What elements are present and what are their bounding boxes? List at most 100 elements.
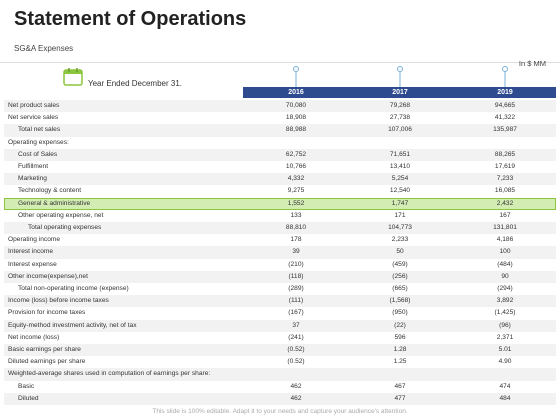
row-value: 477 xyxy=(394,394,406,402)
row-label: Diluted xyxy=(18,394,39,402)
row-value: 171 xyxy=(394,211,406,219)
table-row xyxy=(4,270,556,283)
row-value: 596 xyxy=(394,333,406,341)
table-row xyxy=(4,173,556,186)
row-value: 94,665 xyxy=(494,102,516,109)
table-row xyxy=(4,185,556,198)
table-row xyxy=(4,380,556,393)
row-value: 1.25 xyxy=(393,358,407,366)
table-row xyxy=(4,368,556,381)
row-value: 135,987 xyxy=(493,126,517,134)
table-row xyxy=(4,307,556,320)
row-value: 1,552 xyxy=(287,199,305,207)
row-value: 39 xyxy=(292,248,300,256)
table-row xyxy=(4,197,556,210)
row-value: 100 xyxy=(499,248,511,256)
calendar-icon xyxy=(63,68,83,86)
row-value: (1,425) xyxy=(494,309,516,317)
table-row xyxy=(4,295,556,308)
row-value: 5.01 xyxy=(498,346,512,353)
row-label: Diluted earnings per share xyxy=(8,358,86,366)
row-value: (1,568) xyxy=(389,297,411,305)
row-label: Weighted-average shares used in computat… xyxy=(8,370,211,378)
row-value: (22) xyxy=(394,321,406,329)
row-value: 41,322 xyxy=(494,114,516,122)
row-label: Technology & content xyxy=(18,187,82,195)
table-row xyxy=(4,356,556,369)
divider xyxy=(0,62,560,63)
row-value: 5,254 xyxy=(391,175,409,183)
table-row xyxy=(4,344,556,357)
row-value: 79,268 xyxy=(389,102,411,109)
table-row xyxy=(4,209,556,222)
row-value: 2,233 xyxy=(391,236,409,244)
row-label: Total non-operating income (expense) xyxy=(18,285,129,292)
table-row xyxy=(4,283,556,296)
row-label: Income (loss) before income taxes xyxy=(8,297,109,305)
row-value: 71,651 xyxy=(389,150,411,158)
table-row xyxy=(4,100,556,113)
row-label: Operating income xyxy=(8,236,61,244)
row-value: (111) xyxy=(288,297,304,305)
row-value: 88,265 xyxy=(494,150,516,158)
column-pins xyxy=(293,66,508,87)
row-value: 4.90 xyxy=(498,358,512,366)
column-header: 2017 xyxy=(392,89,408,96)
row-label: Operating expenses: xyxy=(8,138,69,146)
row-value: 70,080 xyxy=(285,102,307,109)
row-value: 2,432 xyxy=(496,199,514,207)
table-row xyxy=(4,161,556,174)
row-value: (950) xyxy=(392,309,408,317)
row-value: 462 xyxy=(290,382,302,390)
row-label: Basic xyxy=(18,382,35,390)
row-value: 88,988 xyxy=(285,126,307,134)
row-label: General & administrative xyxy=(18,199,91,207)
row-label: Net service sales xyxy=(8,114,59,122)
row-value: (118) xyxy=(288,272,304,280)
row-value: 131,801 xyxy=(493,224,517,231)
row-value: 12,540 xyxy=(389,187,411,195)
row-value: 107,006 xyxy=(388,126,412,134)
row-value: 484 xyxy=(499,394,511,402)
table-row xyxy=(4,124,556,137)
row-value: 3,892 xyxy=(496,297,514,305)
row-value: (167) xyxy=(288,309,304,317)
row-value: 16,085 xyxy=(494,187,516,195)
row-value: 462 xyxy=(290,394,302,402)
row-value: 18,908 xyxy=(285,114,307,122)
row-value: (294) xyxy=(497,285,513,292)
row-value: (210) xyxy=(288,260,304,268)
column-header: 2019 xyxy=(497,89,513,96)
row-value: 88,810 xyxy=(285,224,307,231)
table-row xyxy=(4,246,556,259)
row-label: Basic earnings per share xyxy=(8,346,81,353)
row-value: 17,619 xyxy=(494,163,516,170)
row-value: (484) xyxy=(497,260,513,268)
row-label: Cost of Sales xyxy=(18,150,58,158)
row-value: 7,233 xyxy=(496,175,514,183)
row-value: 133 xyxy=(290,211,302,219)
row-value: 467 xyxy=(394,382,406,390)
unit-label: In $ MM xyxy=(518,59,546,68)
row-value: 37 xyxy=(292,321,300,329)
row-value: 474 xyxy=(499,382,511,390)
table-row xyxy=(4,136,556,149)
row-value: 1.28 xyxy=(393,346,407,353)
row-value: 13,410 xyxy=(389,163,411,170)
row-value: (96) xyxy=(499,321,511,329)
table-row xyxy=(4,148,556,161)
table-row xyxy=(4,319,556,332)
row-label: Total net sales xyxy=(18,126,61,134)
row-value: 4,186 xyxy=(496,236,514,244)
row-value: 178 xyxy=(290,236,302,244)
row-value: 62,752 xyxy=(285,150,307,158)
row-value: 90 xyxy=(501,272,509,280)
row-value: 50 xyxy=(396,248,404,256)
footer-note: This slide is 100% editable. Adapt it to… xyxy=(152,408,408,415)
row-label: Interest income xyxy=(8,248,54,256)
row-value: 4,332 xyxy=(287,175,305,183)
row-value: (0.52) xyxy=(287,358,305,366)
table-row xyxy=(4,112,556,125)
row-value: (256) xyxy=(392,272,408,280)
